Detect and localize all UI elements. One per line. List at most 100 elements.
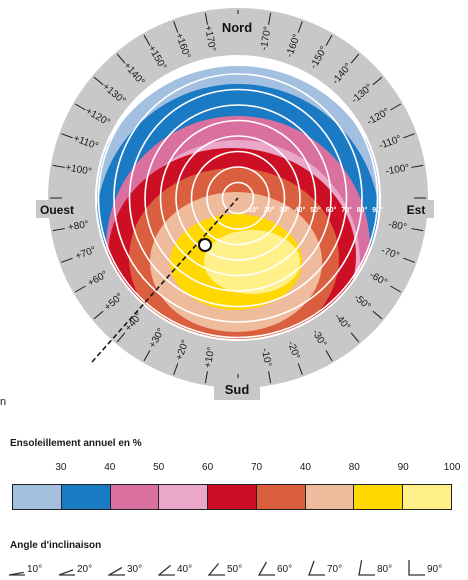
tilt-angle-icon <box>358 560 375 576</box>
legend-tick-label: 30 <box>55 462 67 473</box>
tilt-angle-label: 40° <box>177 564 193 575</box>
irradiation-zones <box>96 56 380 340</box>
azimuth-tick <box>325 350 333 362</box>
tilt-angle-icon <box>8 571 25 576</box>
azimuth-label-west: +10° <box>203 346 217 369</box>
tilt-angle-item: 40° <box>158 558 192 576</box>
zone-100 <box>204 230 300 294</box>
legend-swatch <box>110 485 160 509</box>
tilt-scale-label: 20° <box>264 206 275 214</box>
azimuth-tick <box>116 53 126 64</box>
west-label: Ouest <box>40 203 74 217</box>
azimuth-label-west: +100° <box>64 162 92 177</box>
tilt-circles <box>97 57 379 339</box>
azimuth-tick <box>268 371 272 384</box>
tilt-scale-label: 80° <box>357 206 368 214</box>
azimuth-ticks <box>50 10 426 386</box>
irradiation-color-bar <box>12 484 452 510</box>
azimuth-tick <box>390 285 402 293</box>
azimuth-tick <box>173 363 179 375</box>
stray-text: n <box>0 396 7 408</box>
azimuth-tick <box>74 103 86 111</box>
tilt-angle-label: 70° <box>327 564 343 575</box>
tilt-circle <box>144 104 332 292</box>
azimuth-tick <box>268 12 272 25</box>
azimuth-tick <box>61 133 73 139</box>
tilt-circle <box>221 181 255 215</box>
tilt-angle-label: 60° <box>277 564 293 575</box>
legend-tick-label: 60 <box>202 462 214 473</box>
azimuth-tick <box>204 371 208 384</box>
azimuth-tick <box>297 363 303 375</box>
tilt-scale-label: 10° <box>248 206 259 214</box>
tilt-angle-label: 10° <box>27 564 43 575</box>
azimuth-tick <box>116 332 126 343</box>
legend-swatch <box>354 485 404 509</box>
tilt-angle-icon <box>208 563 225 576</box>
azimuth-label-west: +170° <box>202 24 217 52</box>
tilt-angle-icon <box>108 566 125 576</box>
azimuth-tick <box>403 133 415 139</box>
azimuth-tick <box>143 34 151 46</box>
tilt-angle-label: 50° <box>227 564 243 575</box>
tilt-scale-label: 70° <box>341 206 352 214</box>
tilt-angle-item: 50° <box>208 558 242 576</box>
legend-tick-label: 100 <box>443 462 461 473</box>
azimuth-label-east: -100° <box>385 163 411 178</box>
azimuth-label-east: -10° <box>259 348 273 368</box>
legend-tick-label: 40 <box>299 462 311 473</box>
position-marker <box>198 238 212 252</box>
azimuth-tick <box>411 228 424 232</box>
azimuth-tick <box>61 257 73 263</box>
tilt-scale-label: 30° <box>279 206 290 214</box>
solar-irradiation-diagram: +170°+160°+150°+140°+130°+120°+110°+100°… <box>36 8 434 400</box>
tilt-angle-icon <box>308 560 325 576</box>
tilt-angle-label: 90° <box>427 564 443 575</box>
tilt-circle <box>206 166 270 230</box>
orientation-line <box>91 197 239 363</box>
tilt-angle-item: 20° <box>58 558 92 576</box>
tilt-angle-icon <box>158 564 175 576</box>
azimuth-tick <box>297 21 303 33</box>
irradiation-legend-ticks: 30 40 50 60 70 40 80 90 100 <box>12 462 460 476</box>
tilt-angle-icon <box>258 561 275 576</box>
tilt-scale-labels: 10° 20° 30° 40° 50° 60° 70° 80° 90° <box>248 206 383 214</box>
tilt-scale-label: 40° <box>295 206 306 214</box>
legend-tick-label: 90 <box>397 462 409 473</box>
legend-tick-label: 70 <box>250 462 263 473</box>
legend-swatch <box>159 485 209 509</box>
azimuth-tick <box>411 164 424 168</box>
tilt-angle-icon <box>58 569 75 576</box>
tilt-angle-label: 20° <box>77 564 93 575</box>
azimuth-tick <box>52 228 65 232</box>
legend-swatch <box>403 485 452 509</box>
tilt-circle <box>97 57 379 339</box>
azimuth-tick <box>390 103 402 111</box>
tilt-angle-label: 30° <box>127 564 143 575</box>
tilt-angle-item: 30° <box>108 558 142 576</box>
tilt-circle <box>113 73 363 323</box>
azimuth-tick <box>350 53 360 64</box>
azimuth-tick <box>204 12 208 25</box>
azimuth-tick <box>403 257 415 263</box>
azimuth-tick <box>74 285 86 293</box>
tilt-angle-item: 90° <box>408 558 442 576</box>
azimuth-tick <box>372 76 383 86</box>
legend-tick-label: 40 <box>104 462 116 473</box>
tilt-angle-item: 60° <box>258 558 292 576</box>
tilt-legend-title: Angle d'inclinaison <box>10 540 102 551</box>
legend-swatch <box>61 485 111 509</box>
tilt-circle <box>128 88 348 308</box>
tilt-angle-legend: 10° 20° 30° 40° 50° 60° 70° 80° 90° <box>8 558 464 576</box>
legend-tick-label: 50 <box>153 462 165 473</box>
tilt-angle-item: 70° <box>308 558 342 576</box>
legend-tick-label: 80 <box>348 462 360 473</box>
tilt-angle-item: 80° <box>358 558 392 576</box>
azimuth-tick <box>93 310 104 320</box>
tilt-scale-label: 60° <box>326 206 337 214</box>
legend-swatch <box>13 485 62 509</box>
legend-swatch <box>256 485 306 509</box>
north-label: Nord <box>222 20 252 35</box>
tilt-scale-label: 90° <box>372 206 383 214</box>
tilt-circle <box>159 119 317 277</box>
